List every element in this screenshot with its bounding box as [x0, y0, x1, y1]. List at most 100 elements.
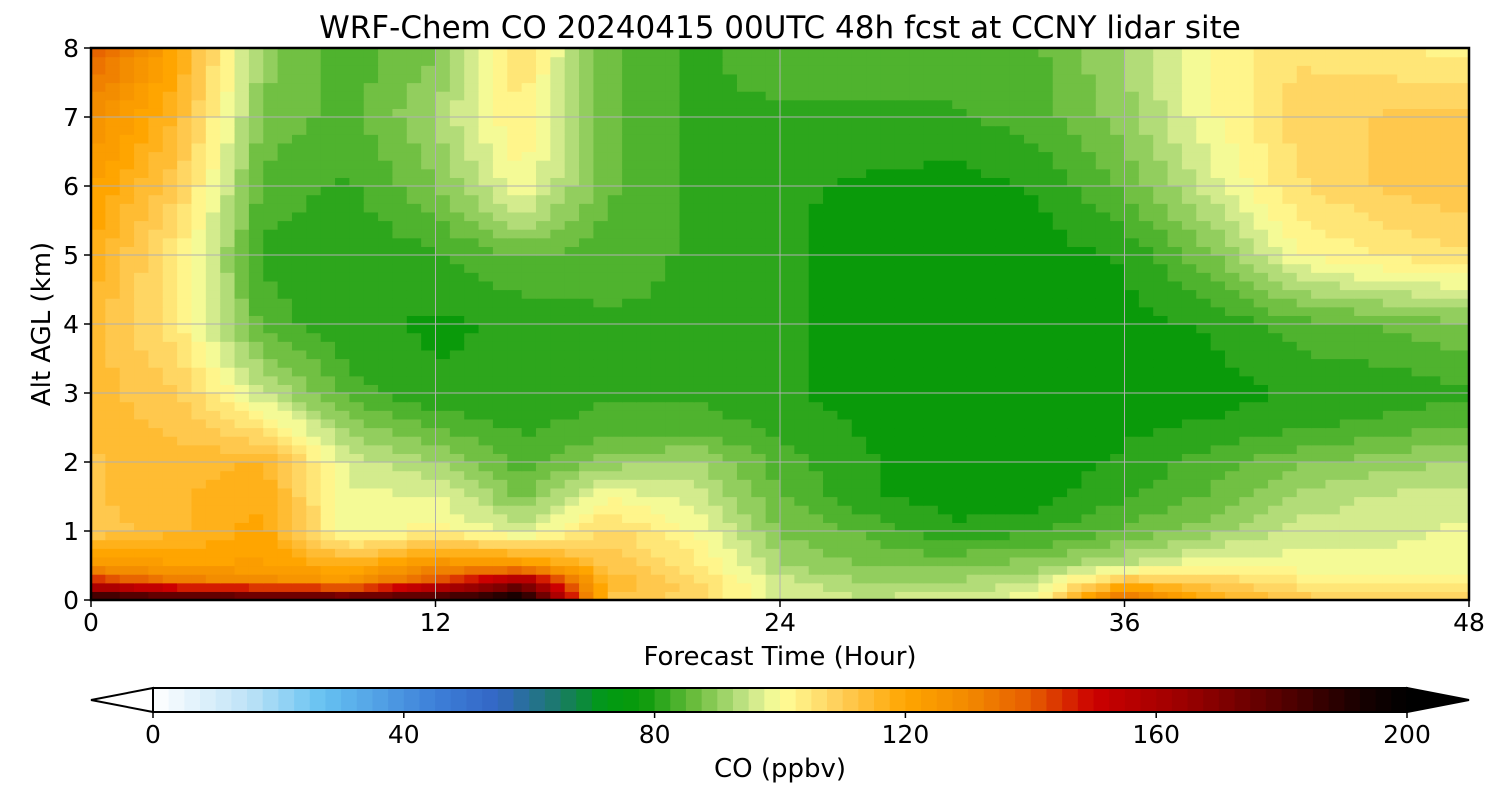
heatmap-cell — [909, 298, 925, 308]
heatmap-cell — [851, 168, 867, 178]
heatmap-cell — [1196, 418, 1212, 429]
heatmap-cell — [952, 211, 968, 222]
heatmap-cell — [780, 401, 795, 411]
heatmap-cell — [1397, 453, 1413, 463]
heatmap-cell — [765, 453, 781, 463]
heatmap-cell — [722, 539, 738, 549]
heatmap-cell — [923, 168, 939, 178]
heatmap-cell — [851, 324, 867, 334]
heatmap-cell — [335, 462, 350, 472]
heatmap-cell — [1038, 332, 1054, 342]
heatmap-cell — [1067, 410, 1083, 420]
heatmap-cell — [722, 427, 738, 437]
heatmap-cell — [478, 436, 494, 446]
heatmap-cell — [392, 513, 408, 523]
heatmap-cell — [119, 531, 135, 541]
heatmap-cell — [952, 298, 968, 308]
heatmap-cell — [665, 280, 681, 291]
heatmap-cell — [794, 513, 810, 523]
heatmap-cell — [607, 341, 623, 351]
heatmap-cell — [406, 436, 422, 446]
heatmap-cell — [1411, 332, 1427, 342]
heatmap-cell — [134, 246, 150, 256]
heatmap-cell — [291, 349, 307, 360]
heatmap-cell — [808, 324, 824, 334]
heatmap-cell — [966, 324, 982, 334]
heatmap-cell — [1153, 513, 1169, 523]
heatmap-cell — [837, 418, 853, 429]
heatmap-cell — [880, 306, 896, 316]
heatmap-cell — [1009, 539, 1025, 549]
heatmap-cell — [91, 487, 106, 498]
heatmap-cell — [119, 539, 135, 549]
heatmap-cell — [392, 324, 408, 334]
heatmap-cell — [894, 289, 910, 299]
heatmap-cell — [435, 453, 451, 463]
heatmap-cell — [291, 375, 307, 385]
heatmap-cell — [1110, 211, 1126, 222]
heatmap-cell — [765, 565, 781, 575]
heatmap-cell — [693, 289, 709, 299]
heatmap-cell — [808, 246, 824, 256]
heatmap-cell — [349, 220, 365, 230]
heatmap-cell — [808, 539, 824, 549]
heatmap-cell — [909, 565, 925, 575]
heatmap-cell — [1196, 349, 1212, 360]
heatmap-cell — [1081, 401, 1097, 411]
heatmap-cell — [220, 255, 236, 265]
heatmap-cell — [1153, 418, 1169, 429]
heatmap-cell — [1440, 574, 1456, 584]
heatmap-cell — [1425, 367, 1441, 377]
heatmap-cell — [1354, 306, 1370, 316]
heatmap-cell — [1167, 203, 1183, 213]
heatmap-cell — [1311, 556, 1327, 567]
heatmap-cell — [162, 160, 178, 170]
heatmap-cell — [1167, 591, 1183, 601]
heatmap-cell — [636, 548, 652, 558]
heatmap-cell — [291, 186, 307, 196]
heatmap-cell — [435, 280, 451, 291]
heatmap-cell — [1296, 229, 1312, 239]
heatmap-cell — [550, 194, 566, 204]
heatmap-cell — [808, 548, 824, 558]
heatmap-cell — [220, 324, 236, 334]
heatmap-cell — [478, 522, 494, 532]
heatmap-cell — [1067, 186, 1083, 196]
heatmap-cell — [1181, 505, 1197, 515]
heatmap-cell — [1095, 263, 1111, 273]
heatmap-cell — [1397, 280, 1413, 291]
heatmap-cell — [1009, 393, 1025, 403]
heatmap-cell — [923, 436, 939, 446]
heatmap-cell — [1239, 151, 1255, 161]
heatmap-cell — [1110, 496, 1126, 506]
heatmap-cell — [564, 229, 580, 239]
heatmap-cell — [1095, 203, 1111, 213]
heatmap-cell — [780, 263, 795, 273]
heatmap-cell — [1124, 496, 1140, 506]
heatmap-cell — [1110, 324, 1126, 334]
heatmap-cell — [349, 151, 365, 161]
heatmap-cell — [1095, 531, 1111, 541]
heatmap-cell — [636, 539, 652, 549]
heatmap-cell — [1268, 401, 1283, 411]
heatmap-cell — [248, 341, 264, 351]
heatmap-cell — [1124, 505, 1140, 515]
heatmap-cell — [622, 401, 638, 411]
heatmap-cell — [808, 436, 824, 446]
heatmap-cell — [1095, 375, 1111, 385]
heatmap-cell — [378, 375, 394, 385]
heatmap-cell — [205, 306, 221, 316]
heatmap-cell — [679, 289, 695, 299]
heatmap-cell — [1382, 289, 1398, 299]
heatmap-cell — [1325, 565, 1341, 575]
heatmap-cell — [435, 462, 451, 472]
heatmap-cell — [521, 229, 537, 239]
heatmap-cell — [564, 401, 580, 411]
heatmap-cell — [823, 496, 839, 506]
heatmap-cell — [1411, 453, 1427, 463]
heatmap-cell — [335, 237, 350, 247]
heatmap-cell — [1325, 367, 1341, 377]
heatmap-cell — [923, 453, 939, 463]
heatmap-cell — [464, 436, 480, 446]
heatmap-cell — [1095, 280, 1111, 291]
